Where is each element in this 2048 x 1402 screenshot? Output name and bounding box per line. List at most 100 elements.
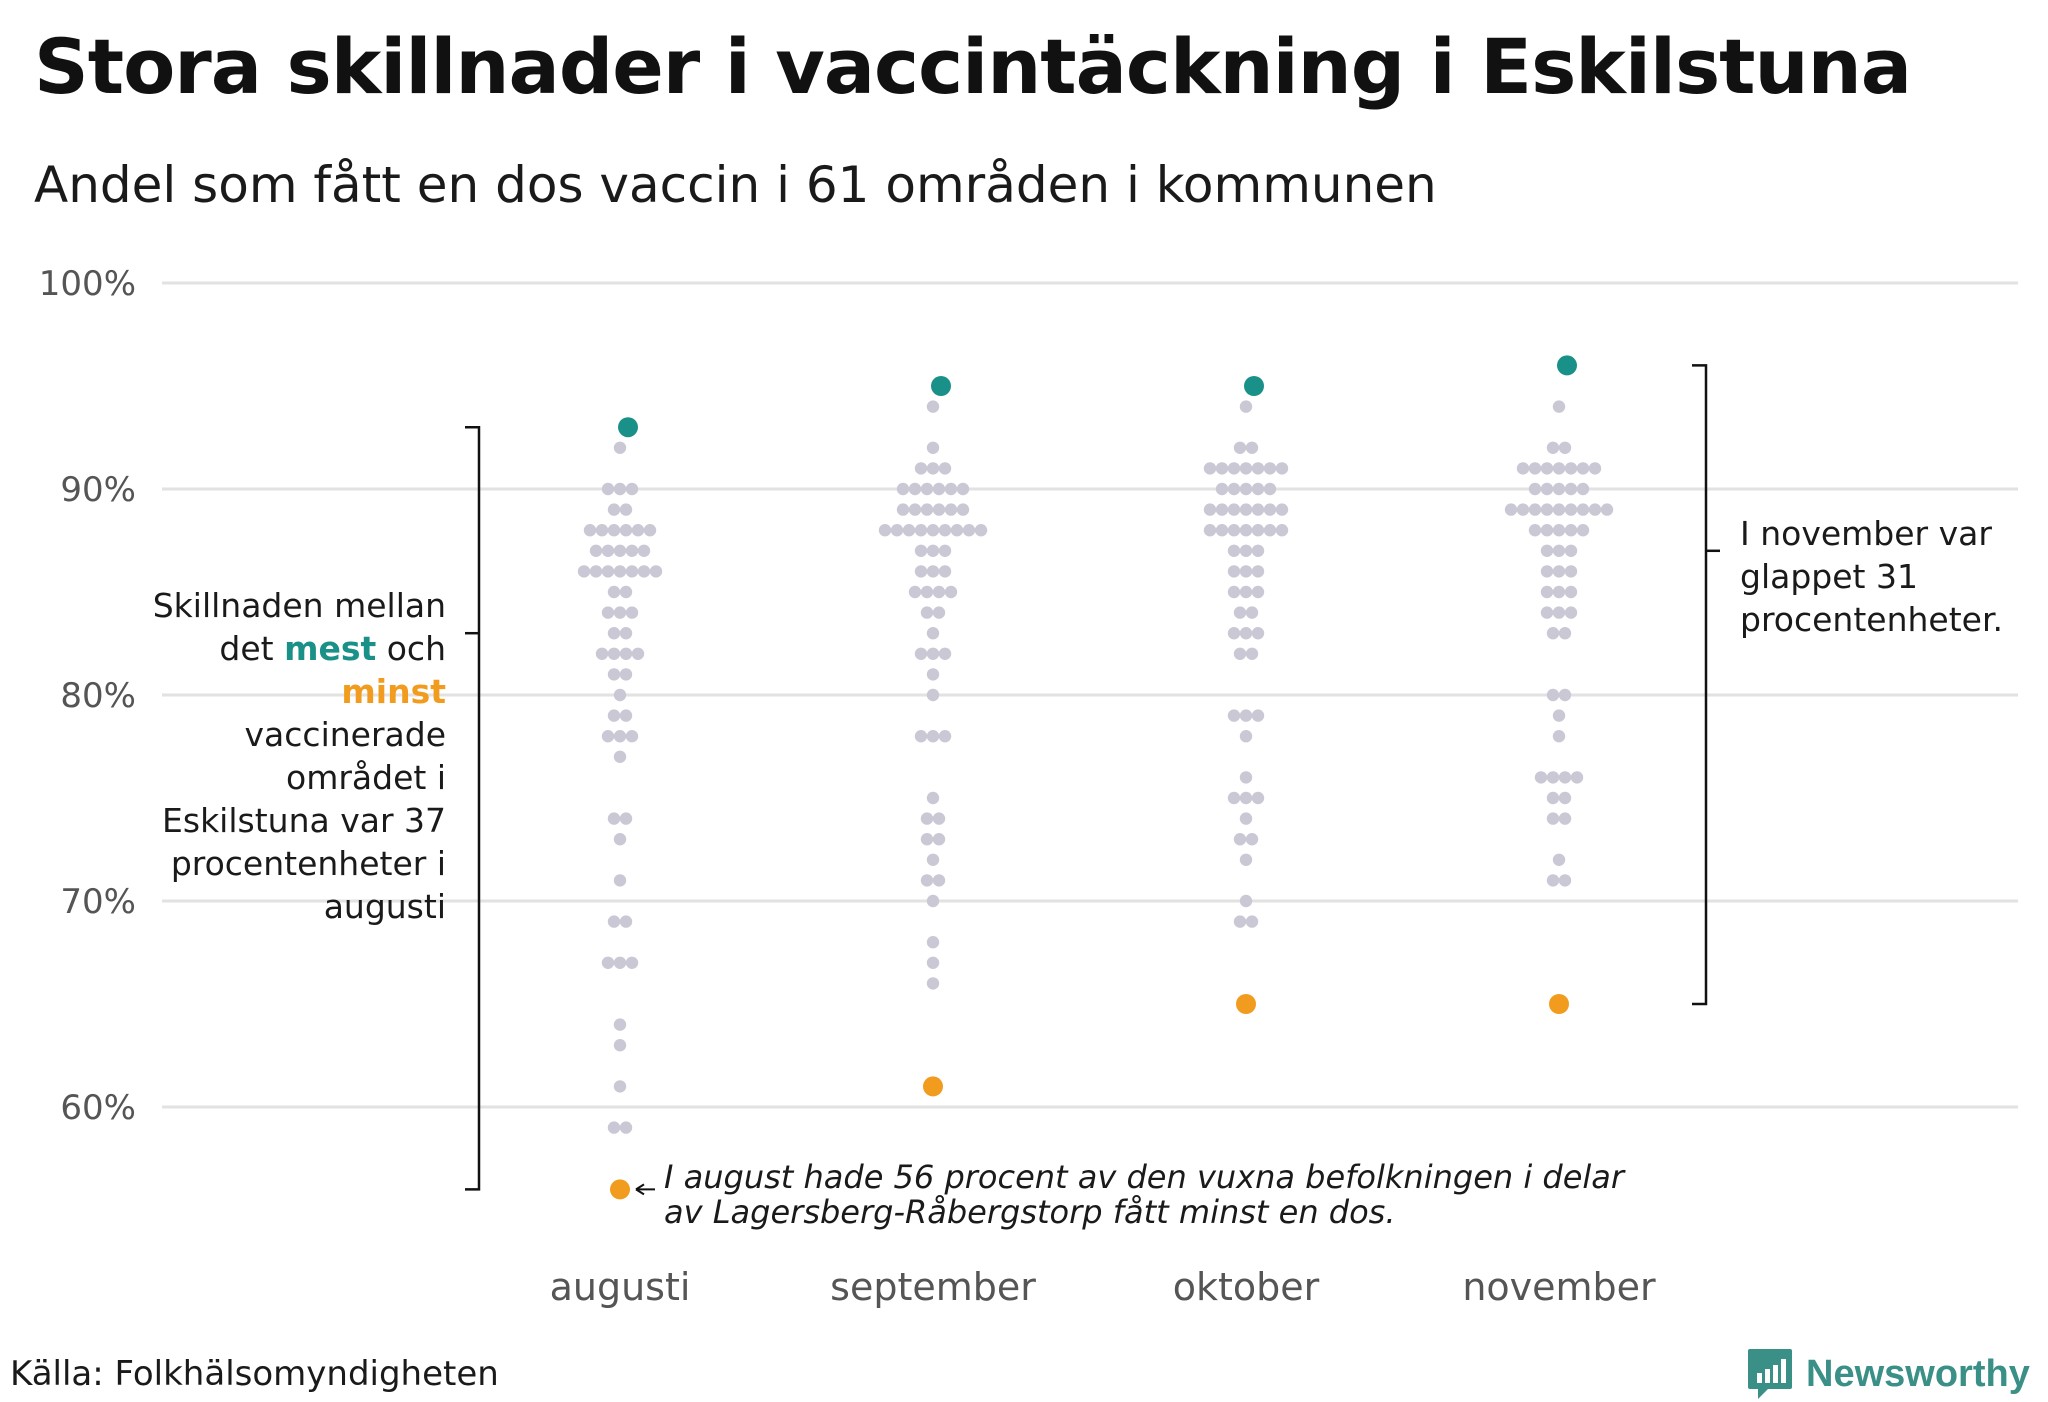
data-point <box>1552 606 1566 619</box>
data-point <box>920 833 934 846</box>
data-point <box>944 585 958 599</box>
y-tick-label-80: 80% <box>60 676 136 716</box>
data-point <box>908 482 922 496</box>
data-point <box>926 956 940 969</box>
data-point <box>1528 462 1542 475</box>
data-point <box>1251 791 1265 805</box>
data-point <box>1239 400 1253 413</box>
chart-subtitle: Andel som fått en dos vaccin i 61 område… <box>34 156 1437 214</box>
data-point <box>1215 482 1229 496</box>
data-point <box>920 606 934 619</box>
brackets <box>465 364 1720 1191</box>
note-mest: mest <box>284 629 377 668</box>
data-point <box>938 565 952 578</box>
x-label-oktober: oktober <box>1173 1265 1320 1309</box>
data-point <box>1540 462 1554 475</box>
chart-title: Stora skillnader i vaccintäckning i Eski… <box>34 22 1912 111</box>
data-point <box>1516 503 1530 516</box>
bracket-august <box>465 425 481 1191</box>
min-point-september <box>923 1076 943 1097</box>
data-points <box>577 355 1614 1200</box>
data-point <box>1239 524 1253 537</box>
data-point <box>619 668 633 681</box>
arrow-head <box>635 1183 645 1196</box>
max-point-oktober <box>1244 376 1264 396</box>
data-point <box>595 524 609 537</box>
newsworthy-logo-icon <box>1748 1349 1792 1399</box>
data-point <box>1263 482 1277 496</box>
data-point <box>1251 544 1265 557</box>
data-point <box>607 1121 621 1134</box>
data-point <box>631 647 645 660</box>
data-point <box>1227 524 1241 537</box>
data-point <box>1239 853 1253 866</box>
data-point <box>926 441 940 454</box>
data-point <box>607 627 621 640</box>
data-point <box>926 647 940 660</box>
data-point <box>1588 462 1602 475</box>
data-point <box>637 565 651 578</box>
data-point <box>1558 688 1572 702</box>
data-point <box>1203 462 1217 475</box>
brand-name: Newsworthy <box>1806 1352 2030 1395</box>
data-point <box>914 730 928 743</box>
data-point <box>1233 915 1247 928</box>
note-minst: minst <box>341 672 446 711</box>
max-point-november <box>1557 355 1577 376</box>
data-point <box>1564 544 1578 557</box>
data-point <box>920 585 934 599</box>
data-point <box>619 524 633 537</box>
x-axis-labels: augusti september oktober november <box>550 1265 1656 1309</box>
data-point <box>926 565 940 578</box>
data-point <box>1227 462 1241 475</box>
data-point <box>613 874 627 887</box>
data-point <box>1239 627 1253 640</box>
data-point <box>589 544 603 557</box>
data-point <box>920 874 934 887</box>
data-point <box>1552 482 1566 496</box>
data-point <box>1233 833 1247 846</box>
data-point <box>613 956 627 969</box>
data-point <box>583 524 597 537</box>
data-point <box>1540 585 1554 599</box>
data-point <box>613 833 627 846</box>
data-point <box>649 565 663 578</box>
bracket-november <box>1692 364 1708 1006</box>
data-point <box>601 544 615 557</box>
data-point <box>601 606 615 619</box>
x-label-september: september <box>830 1265 1036 1309</box>
data-point <box>601 730 615 743</box>
data-point <box>1546 441 1560 454</box>
data-point <box>1239 791 1253 805</box>
max-point-september <box>931 376 951 396</box>
data-point <box>607 812 621 825</box>
data-point <box>1227 585 1241 599</box>
data-point <box>1552 462 1566 475</box>
data-point <box>619 647 633 660</box>
data-point <box>1251 565 1265 578</box>
data-point <box>625 544 639 557</box>
data-point <box>932 874 946 887</box>
data-point <box>1251 627 1265 640</box>
data-point <box>613 750 627 763</box>
note-left-text-2: och <box>376 629 446 668</box>
data-point <box>619 709 633 722</box>
max-point-augusti <box>618 417 638 438</box>
data-point <box>932 503 946 516</box>
data-point <box>1215 524 1229 537</box>
data-point <box>962 524 976 537</box>
data-point <box>1552 730 1566 743</box>
data-point <box>625 730 639 743</box>
data-point <box>1540 544 1554 557</box>
data-point <box>1576 462 1590 475</box>
data-point <box>1540 503 1554 516</box>
data-point <box>601 956 615 969</box>
data-point <box>1227 544 1241 557</box>
data-point <box>896 503 910 516</box>
data-point <box>938 730 952 743</box>
data-point <box>1546 688 1560 702</box>
data-point <box>1227 565 1241 578</box>
grid-lines <box>162 281 2018 1109</box>
min-point-oktober <box>1236 994 1256 1014</box>
data-point <box>607 709 621 722</box>
